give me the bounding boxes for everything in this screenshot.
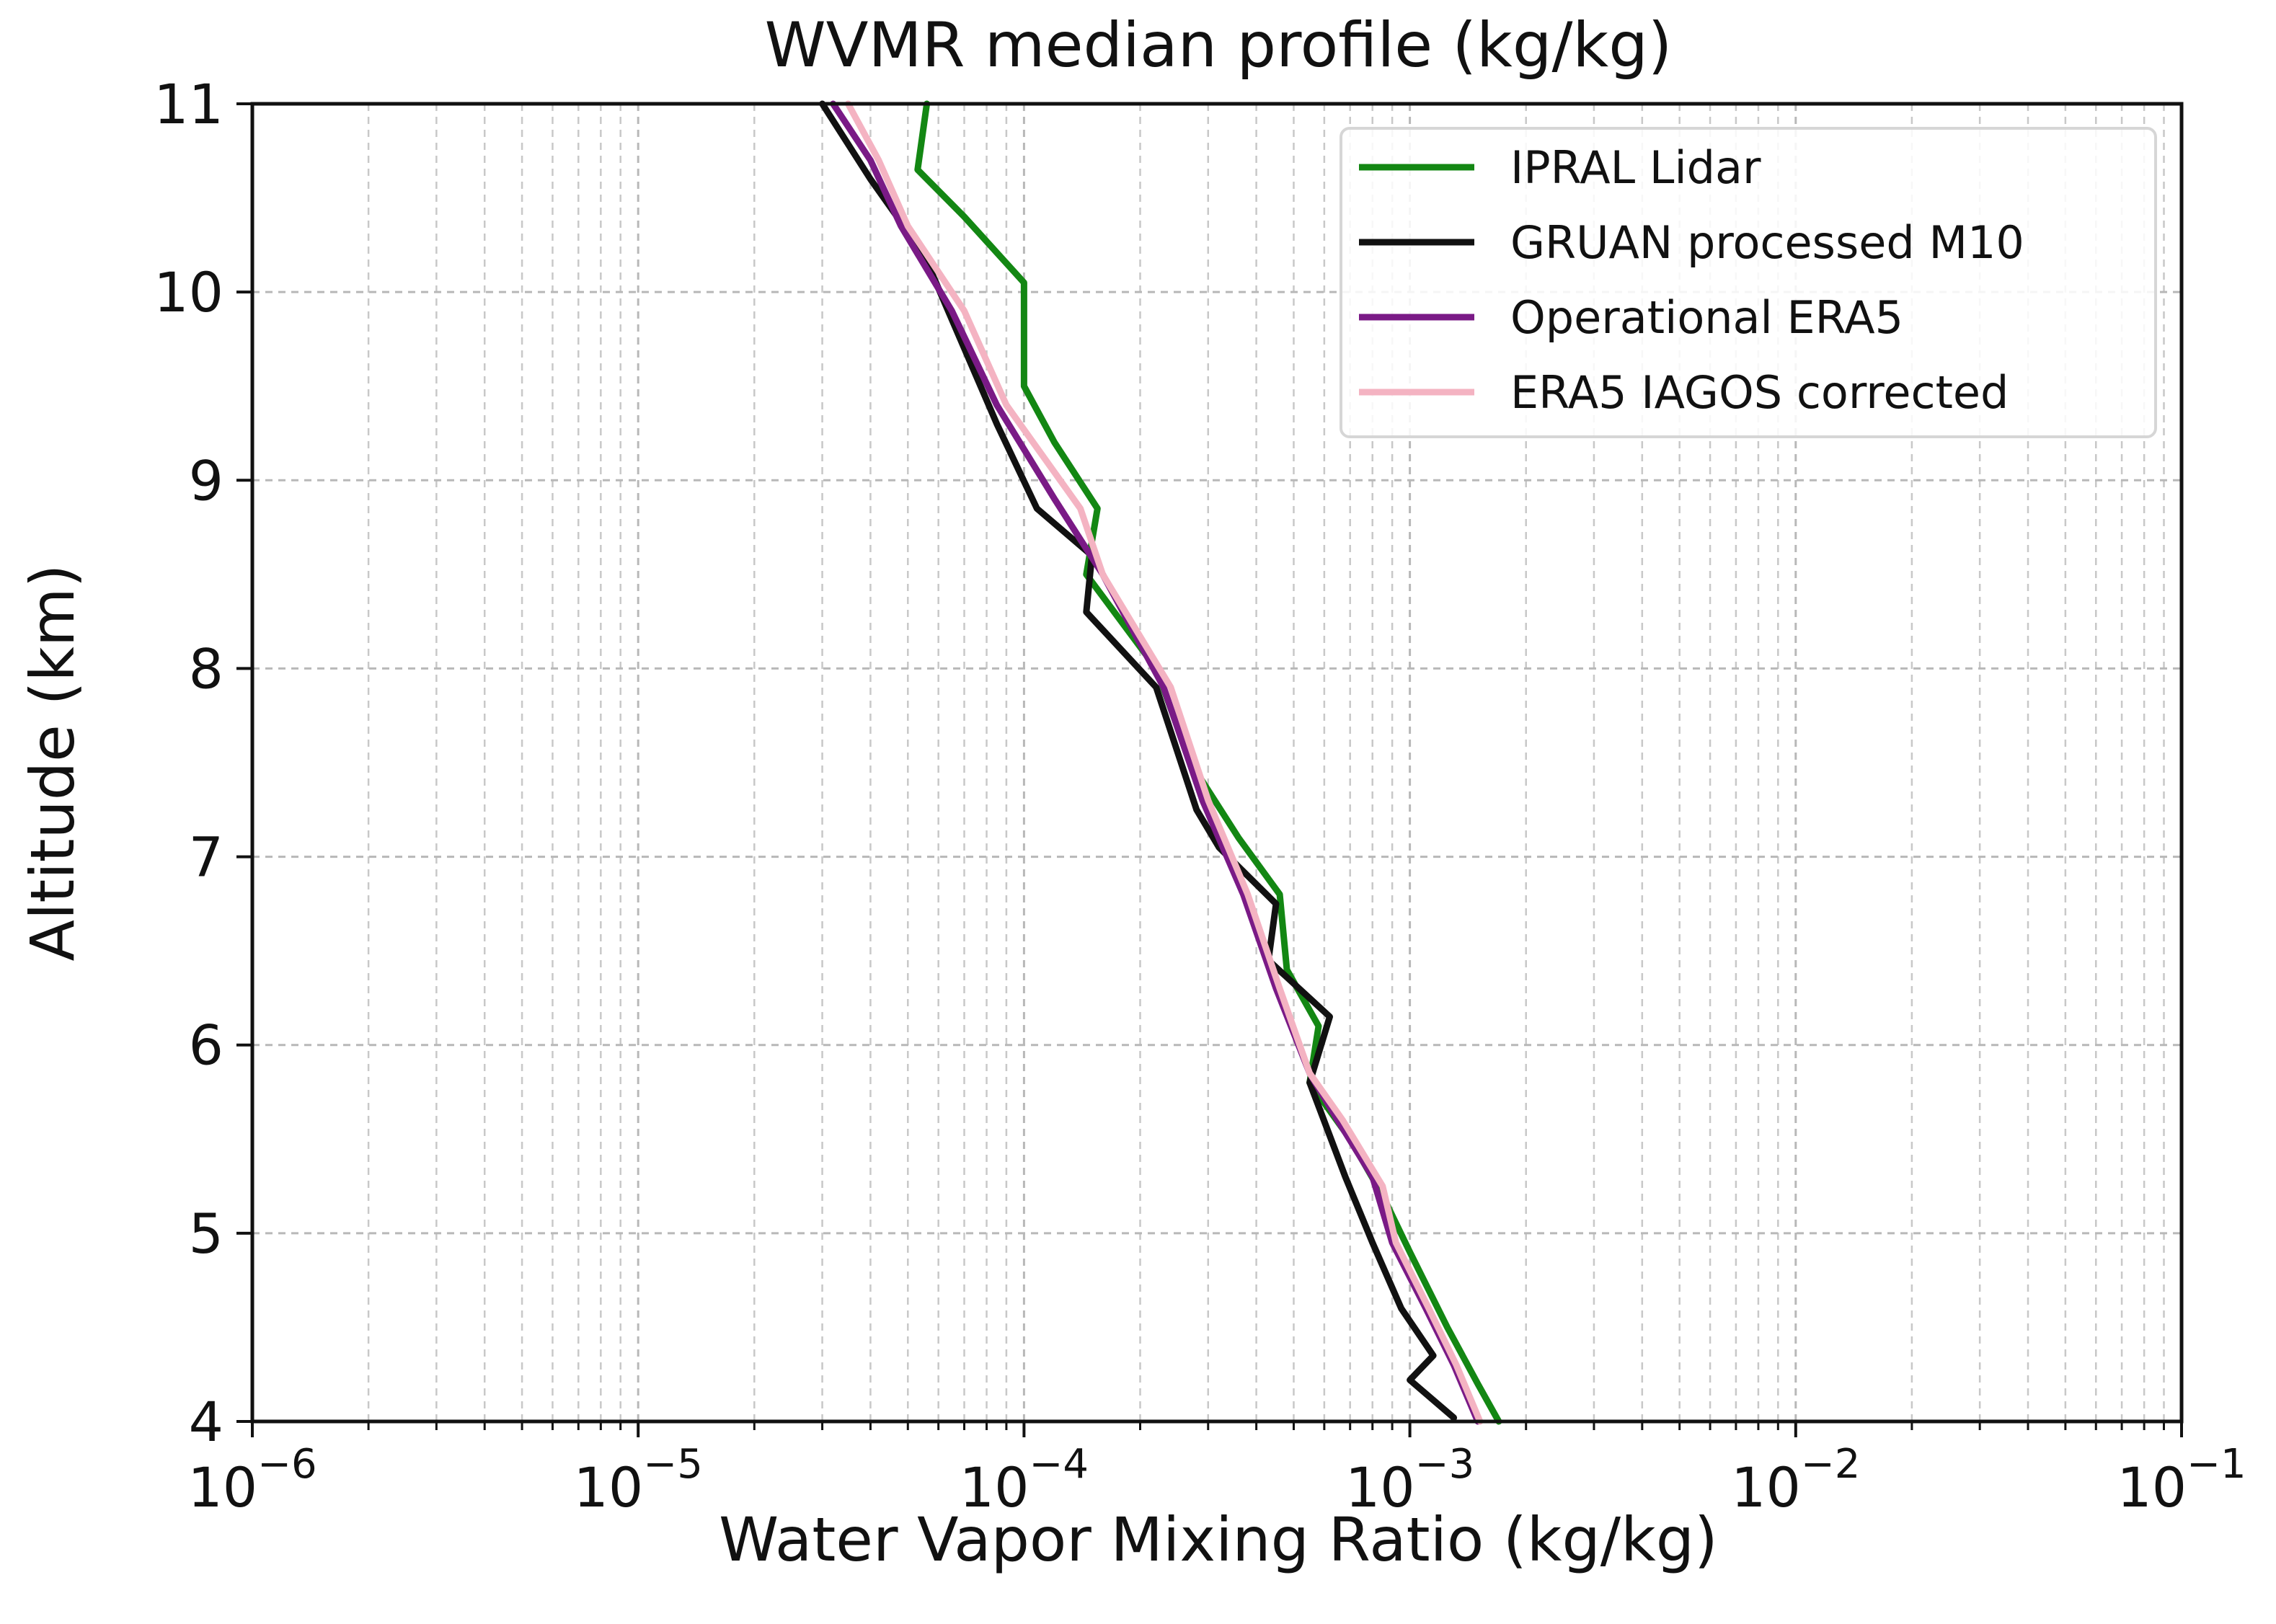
x-axis-label: Water Vapor Mixing Ratio (kg/kg) xyxy=(719,1504,1718,1575)
x-tick-label-base: 10 xyxy=(574,1455,644,1519)
axis-ticks xyxy=(236,102,2183,1437)
x-tick-label-base: 10 xyxy=(187,1455,257,1519)
series-group xyxy=(819,100,1502,1425)
legend-label: IPRAL Lidar xyxy=(1510,141,1761,194)
x-tick-label-exponent: −3 xyxy=(1415,1441,1475,1488)
x-tick-label-base: 10 xyxy=(1731,1455,1801,1519)
x-tick-label: 10−1 xyxy=(2117,1441,2246,1519)
y-tick-label: 4 xyxy=(189,1390,223,1454)
y-tick-label: 5 xyxy=(189,1202,223,1266)
x-tick-label-base: 10 xyxy=(2117,1455,2187,1519)
y-tick-label: 7 xyxy=(189,825,223,889)
legend: IPRAL Lidar GRUAN processed M10 Operationa… xyxy=(1340,127,2157,438)
x-tick-label-base: 10 xyxy=(1345,1455,1415,1519)
x-tick-label-exponent: −4 xyxy=(1029,1441,1089,1488)
x-tick-label: 10−4 xyxy=(960,1441,1089,1519)
y-tick-label: 11 xyxy=(154,72,223,136)
x-tick-label: 10−2 xyxy=(1731,1441,1860,1519)
series-line-era5-iagos-corrected xyxy=(844,100,1484,1425)
legend-label: Operational ERA5 xyxy=(1510,291,1903,344)
x-tick-label-exponent: −2 xyxy=(1801,1441,1861,1488)
x-tick-label: 10−6 xyxy=(187,1441,316,1519)
y-tick-labels: 4 5 6 7 8 9 10 11 xyxy=(154,72,223,1454)
x-tick-label: 10−5 xyxy=(574,1441,703,1519)
x-tick-labels: 10−6 10−5 10−4 10−3 10−2 10−1 xyxy=(187,1441,2246,1519)
x-tick-label: 10−3 xyxy=(1345,1441,1474,1519)
chart-title: WVMR median profile (kg/kg) xyxy=(765,9,1673,81)
x-tick-label-exponent: −5 xyxy=(643,1441,703,1488)
series-line-gruan-processed-m10 xyxy=(819,100,1458,1421)
plot-area-frame xyxy=(250,102,2184,1424)
legend-box xyxy=(1340,127,2157,438)
legend-label: ERA5 IAGOS corrected xyxy=(1510,366,2009,419)
y-tick-label: 6 xyxy=(189,1013,223,1078)
legend-label: GRUAN processed M10 xyxy=(1510,216,2024,269)
x-tick-label-exponent: −1 xyxy=(2187,1441,2246,1488)
x-tick-label-exponent: −6 xyxy=(257,1441,317,1488)
x-tick-label-base: 10 xyxy=(960,1455,1029,1519)
y-tick-label: 10 xyxy=(154,260,223,324)
y-tick-label: 9 xyxy=(189,448,223,513)
y-tick-label: 8 xyxy=(189,636,223,701)
series-line-ipral-lidar xyxy=(914,100,1502,1425)
y-axis-label: Altitude (km) xyxy=(17,564,88,962)
